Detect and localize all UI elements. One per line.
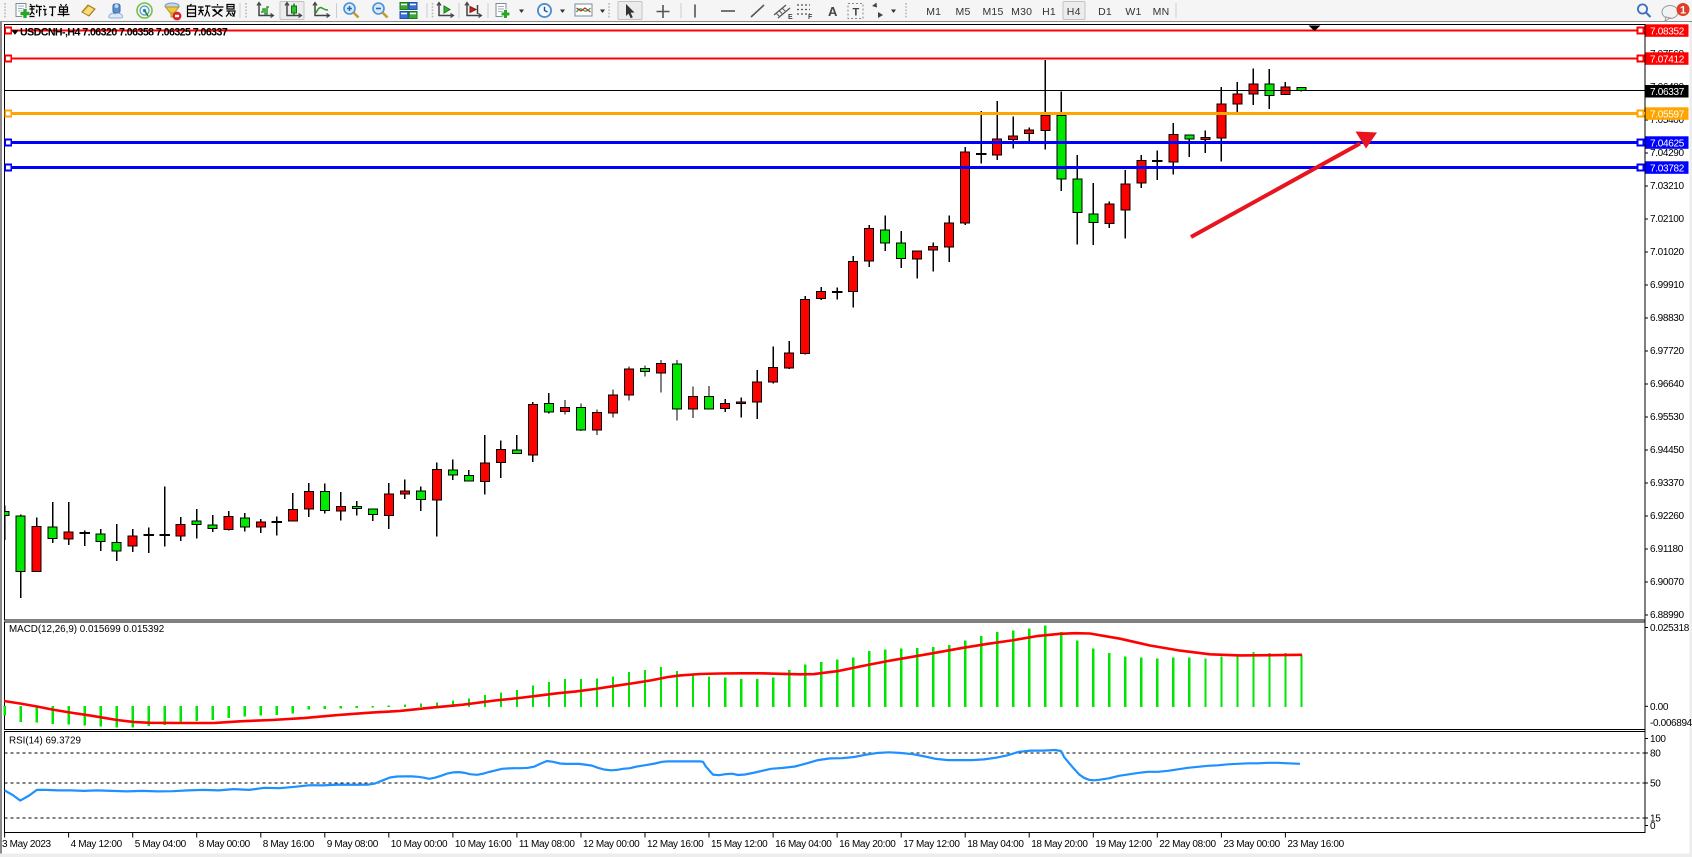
svg-text:5 May 04:00: 5 May 04:00 [135, 839, 187, 850]
svg-text:0.025318: 0.025318 [1650, 623, 1690, 634]
svg-text:6.88990: 6.88990 [1650, 610, 1684, 621]
svg-text:6.94450: 6.94450 [1650, 445, 1684, 456]
svg-text:A: A [828, 4, 838, 19]
svg-text:8 May 00:00: 8 May 00:00 [199, 839, 251, 850]
svg-text:22 May 08:00: 22 May 08:00 [1159, 839, 1216, 850]
svg-text:10 May 00:00: 10 May 00:00 [391, 839, 448, 850]
svg-text:12 May 16:00: 12 May 16:00 [647, 839, 704, 850]
svg-text:M30: M30 [1011, 6, 1032, 18]
svg-text:6.99910: 6.99910 [1650, 280, 1684, 291]
svg-text:9 May 08:00: 9 May 08:00 [327, 839, 379, 850]
svg-text:7.05597: 7.05597 [1650, 110, 1685, 121]
svg-text:T: T [853, 7, 860, 19]
svg-text:6.91180: 6.91180 [1650, 544, 1684, 555]
svg-text:7.05400: 7.05400 [1650, 115, 1684, 126]
svg-text:6.95530: 6.95530 [1650, 412, 1684, 423]
svg-text:0.00: 0.00 [1650, 702, 1669, 713]
svg-text:7.02100: 7.02100 [1650, 214, 1684, 225]
svg-text:RSI(14) 69.3729: RSI(14) 69.3729 [9, 736, 81, 747]
svg-text:23 May 16:00: 23 May 16:00 [1287, 839, 1344, 850]
svg-text:W1: W1 [1125, 6, 1141, 18]
svg-text:17 May 12:00: 17 May 12:00 [903, 839, 960, 850]
svg-text:50: 50 [1650, 779, 1661, 790]
svg-text:7.03210: 7.03210 [1650, 181, 1684, 192]
svg-text:F: F [808, 14, 813, 21]
svg-text:-0.006894: -0.006894 [1650, 718, 1692, 729]
svg-text:3 May 2023: 3 May 2023 [2, 839, 52, 850]
svg-text:15: 15 [1650, 814, 1661, 825]
svg-text:7.06337: 7.06337 [1650, 87, 1685, 98]
svg-text:15 May 12:00: 15 May 12:00 [711, 839, 768, 850]
svg-text:12 May 00:00: 12 May 00:00 [583, 839, 640, 850]
svg-text:D1: D1 [1098, 6, 1112, 18]
svg-text:100: 100 [1650, 734, 1666, 745]
svg-text:4 May 12:00: 4 May 12:00 [71, 839, 123, 850]
svg-text:M15: M15 [982, 6, 1003, 18]
svg-text:6.97720: 6.97720 [1650, 346, 1684, 357]
svg-text:H4: H4 [1067, 6, 1081, 18]
svg-text:M1: M1 [926, 6, 941, 18]
svg-text:1: 1 [1680, 5, 1686, 17]
svg-text:6.90070: 6.90070 [1650, 577, 1684, 588]
svg-text:MACD(12,26,9) 0.015699 0.01539: MACD(12,26,9) 0.015699 0.015392 [9, 624, 164, 635]
svg-text:6.92260: 6.92260 [1650, 511, 1684, 522]
svg-text:18 May 04:00: 18 May 04:00 [967, 839, 1024, 850]
svg-text:H1: H1 [1042, 6, 1056, 18]
svg-text:7.08352: 7.08352 [1650, 27, 1685, 38]
svg-text:USDCNH-,H4 7.06320 7.06358 7.: USDCNH-,H4 7.06320 7.06358 7.06325 7.063… [20, 27, 228, 39]
svg-text:6.98830: 6.98830 [1650, 313, 1684, 324]
svg-text:8 May 16:00: 8 May 16:00 [263, 839, 315, 850]
svg-text:M5: M5 [956, 6, 971, 18]
svg-text:80: 80 [1650, 749, 1661, 760]
svg-text:0: 0 [1650, 821, 1656, 832]
svg-text:7.07412: 7.07412 [1650, 55, 1685, 66]
svg-text:MN: MN [1153, 6, 1170, 18]
svg-text:E: E [788, 14, 793, 21]
svg-text:16 May 04:00: 16 May 04:00 [775, 839, 832, 850]
svg-text:11 May 08:00: 11 May 08:00 [519, 839, 575, 850]
svg-text:7.01020: 7.01020 [1650, 247, 1684, 258]
svg-text:7.04625: 7.04625 [1650, 139, 1685, 150]
svg-text:7.04290: 7.04290 [1650, 148, 1684, 159]
svg-text:18 May 20:00: 18 May 20:00 [1031, 839, 1088, 850]
svg-text:6.96640: 6.96640 [1650, 379, 1684, 390]
svg-text:23 May 00:00: 23 May 00:00 [1223, 839, 1280, 850]
svg-text:19 May 12:00: 19 May 12:00 [1095, 839, 1152, 850]
svg-text:7.03782: 7.03782 [1650, 164, 1685, 175]
svg-text:10 May 16:00: 10 May 16:00 [455, 839, 512, 850]
svg-text:6.93370: 6.93370 [1650, 478, 1684, 489]
svg-text:16 May 20:00: 16 May 20:00 [839, 839, 896, 850]
